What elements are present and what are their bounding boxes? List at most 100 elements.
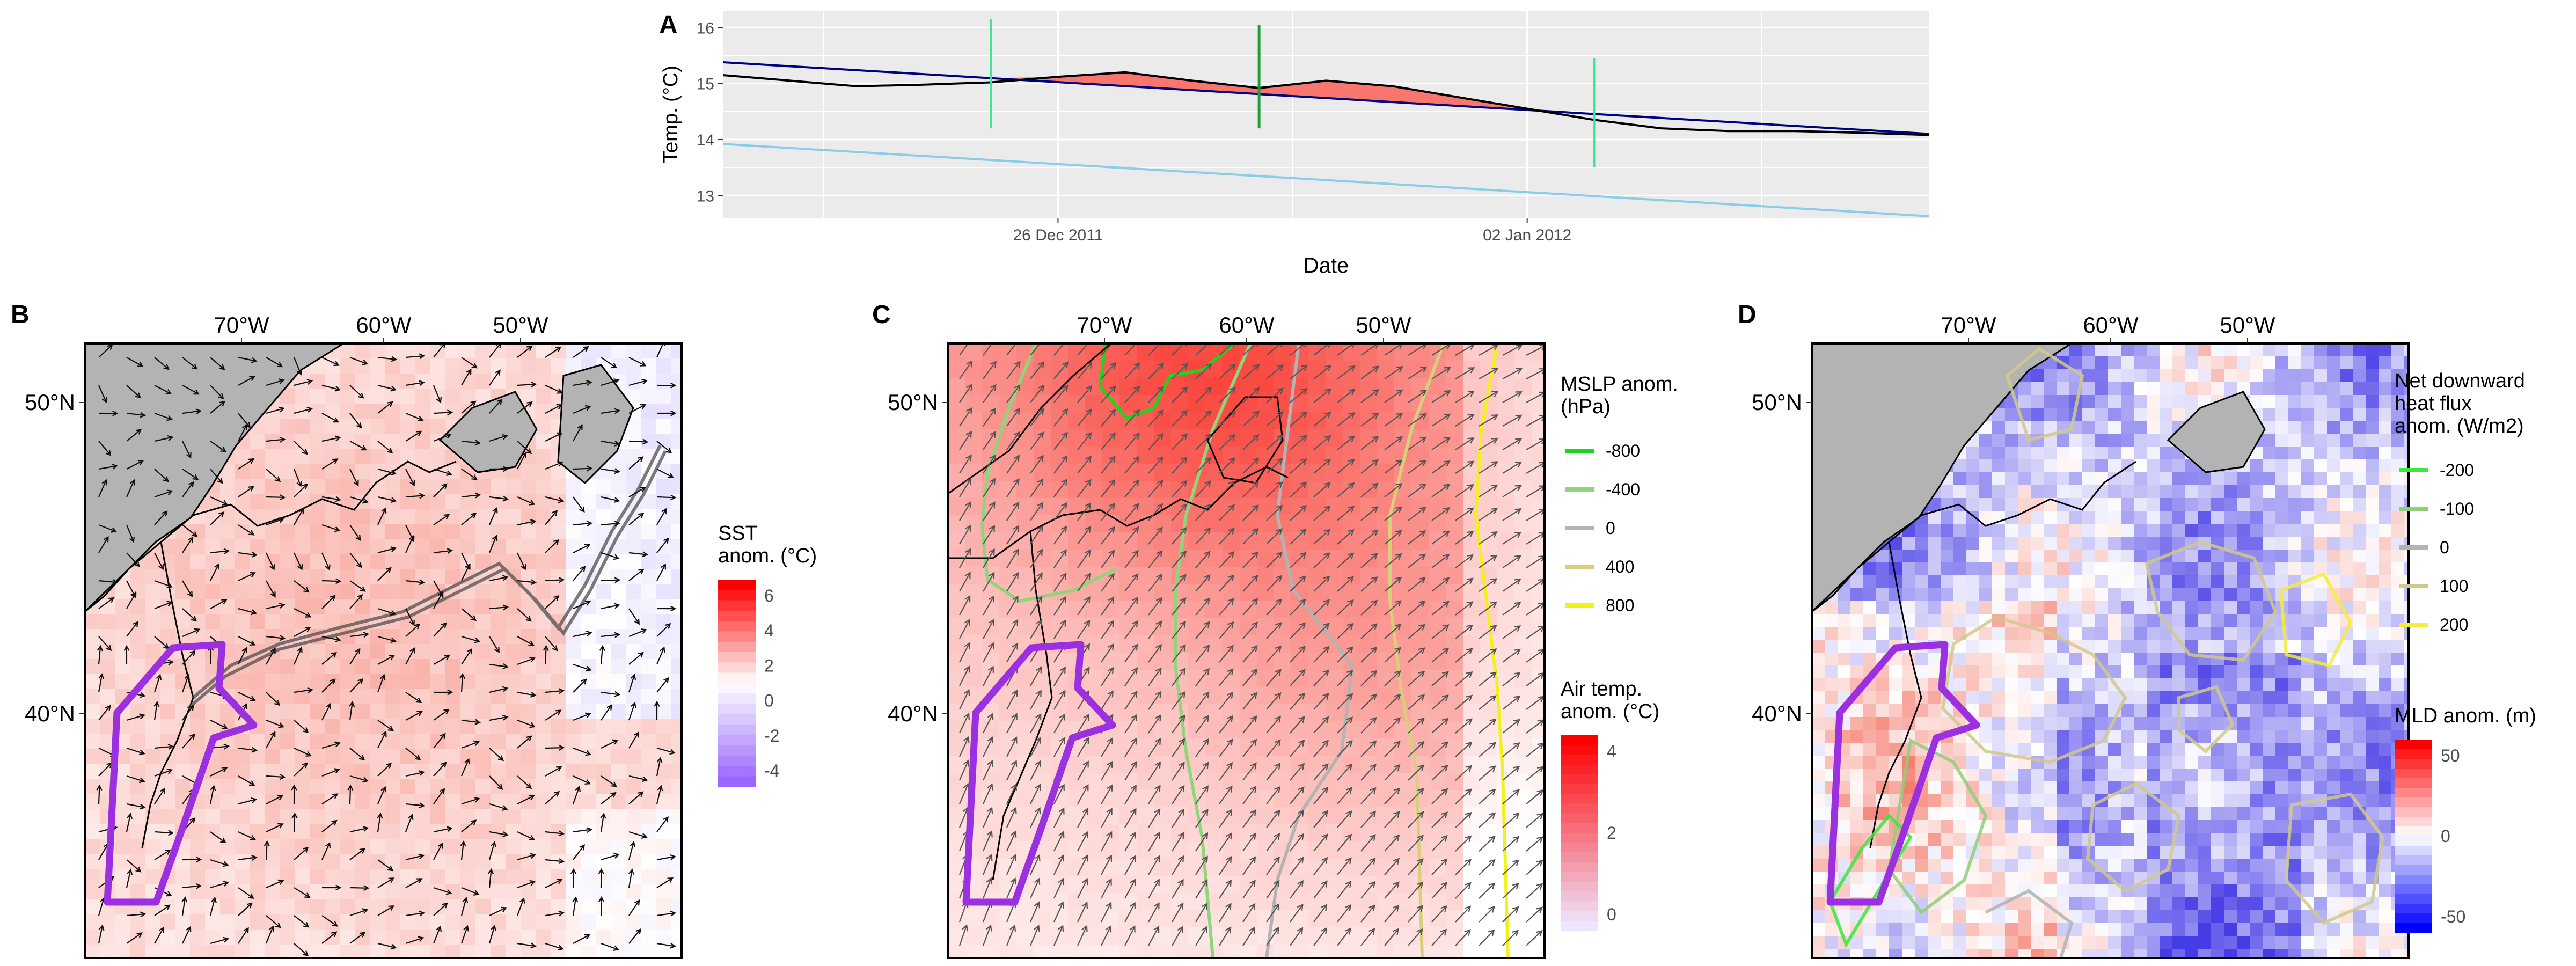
field-cell bbox=[445, 374, 461, 389]
field-cell bbox=[2404, 524, 2409, 537]
wind-vector bbox=[182, 733, 195, 749]
wind-vector bbox=[573, 844, 585, 860]
field-cell bbox=[280, 434, 296, 449]
wind-vector bbox=[349, 552, 362, 568]
field-cell bbox=[1068, 618, 1086, 636]
field-cell bbox=[190, 945, 206, 958]
wind-vector bbox=[1408, 811, 1424, 828]
field-cell bbox=[145, 584, 160, 599]
field-cell bbox=[1446, 395, 1463, 413]
field-cell bbox=[1979, 537, 1993, 550]
colorbar-segment bbox=[1561, 803, 1598, 814]
field-cell bbox=[2288, 434, 2302, 447]
field-cell bbox=[948, 343, 965, 361]
field-cell bbox=[491, 719, 506, 735]
field-cell bbox=[641, 599, 656, 614]
field-cell bbox=[536, 569, 551, 584]
field-cell bbox=[1068, 532, 1086, 550]
field-cell bbox=[1992, 498, 2006, 511]
wind-vector bbox=[98, 536, 109, 553]
field-cell bbox=[1274, 721, 1292, 739]
wind-vector bbox=[1124, 573, 1139, 592]
field-cell bbox=[1223, 721, 1240, 739]
field-cell bbox=[671, 884, 682, 900]
wind-vector bbox=[1360, 506, 1379, 521]
coastline bbox=[85, 460, 457, 848]
field-cell bbox=[1137, 670, 1154, 687]
field-cell bbox=[1532, 738, 1545, 756]
wind-vector bbox=[349, 701, 355, 721]
wind-vector bbox=[1006, 343, 1020, 356]
field-cell bbox=[2172, 524, 2186, 537]
field-cell bbox=[280, 479, 296, 494]
field-cell bbox=[2031, 382, 2044, 396]
wind-vector bbox=[1455, 859, 1472, 875]
field-cell bbox=[948, 567, 965, 584]
field-cell bbox=[1343, 807, 1360, 825]
field-cell bbox=[1979, 550, 1993, 563]
field-cell bbox=[160, 914, 175, 930]
field-cell bbox=[1223, 635, 1240, 653]
wind-vector bbox=[1172, 902, 1184, 923]
field-cell bbox=[2172, 498, 2186, 511]
field-cell bbox=[430, 449, 446, 464]
field-cell bbox=[2340, 511, 2353, 524]
field-cell bbox=[1532, 704, 1545, 722]
field-cell bbox=[1068, 910, 1086, 928]
field-cell bbox=[1205, 945, 1223, 958]
wind-vector bbox=[1479, 765, 1496, 781]
wind-vector bbox=[489, 466, 509, 472]
field-cell bbox=[999, 876, 1017, 894]
wind-vector bbox=[126, 552, 140, 567]
field-cell bbox=[340, 794, 356, 810]
field-cell bbox=[400, 869, 416, 885]
field-cell bbox=[2353, 498, 2366, 511]
field-cell bbox=[1068, 756, 1086, 773]
field-cell bbox=[2250, 369, 2263, 383]
field-cell bbox=[2160, 408, 2173, 421]
wind-vector bbox=[266, 580, 276, 598]
field-cell bbox=[1137, 893, 1154, 911]
wind-vector bbox=[1077, 479, 1092, 497]
field-cell bbox=[2018, 459, 2031, 473]
field-cell bbox=[400, 734, 416, 750]
wind-vector bbox=[238, 356, 258, 363]
field-cell bbox=[1446, 910, 1463, 928]
wind-vector bbox=[1526, 719, 1545, 734]
wind-vector bbox=[983, 736, 993, 757]
field-cell bbox=[265, 854, 281, 870]
field-cell bbox=[2391, 472, 2405, 486]
temperature-line bbox=[723, 71, 1929, 136]
wind-vector bbox=[1502, 461, 1523, 474]
field-cell bbox=[280, 749, 296, 765]
field-cell bbox=[1051, 893, 1069, 911]
field-cell bbox=[1514, 601, 1532, 619]
field-cell bbox=[1411, 464, 1429, 481]
field-cell bbox=[310, 779, 326, 795]
wind-vector bbox=[1408, 764, 1425, 781]
field-cell bbox=[1532, 670, 1545, 687]
field-cell bbox=[250, 584, 266, 599]
field-cell bbox=[460, 734, 476, 750]
field-cell bbox=[1308, 653, 1326, 670]
field-cell bbox=[506, 914, 521, 930]
wind-vector bbox=[1502, 930, 1519, 946]
field-cell bbox=[2379, 498, 2392, 511]
wind-vector bbox=[182, 357, 198, 370]
field-cell bbox=[965, 601, 983, 619]
field-cell bbox=[2121, 395, 2134, 408]
field-cell bbox=[1377, 515, 1395, 533]
wind-vector bbox=[154, 357, 170, 370]
colorbar-label: 2 bbox=[1607, 823, 1616, 843]
wind-vector bbox=[1290, 903, 1304, 923]
wind-vector bbox=[517, 519, 537, 526]
wind-vector bbox=[1337, 623, 1354, 639]
wind-vector bbox=[1124, 479, 1140, 497]
field-cell bbox=[965, 464, 983, 481]
wind-vector bbox=[600, 813, 606, 832]
field-cell bbox=[1480, 790, 1498, 808]
field-cell bbox=[1360, 773, 1378, 791]
field-cell bbox=[1188, 635, 1206, 653]
field-cell bbox=[566, 764, 581, 780]
wind-vector bbox=[1195, 574, 1211, 592]
